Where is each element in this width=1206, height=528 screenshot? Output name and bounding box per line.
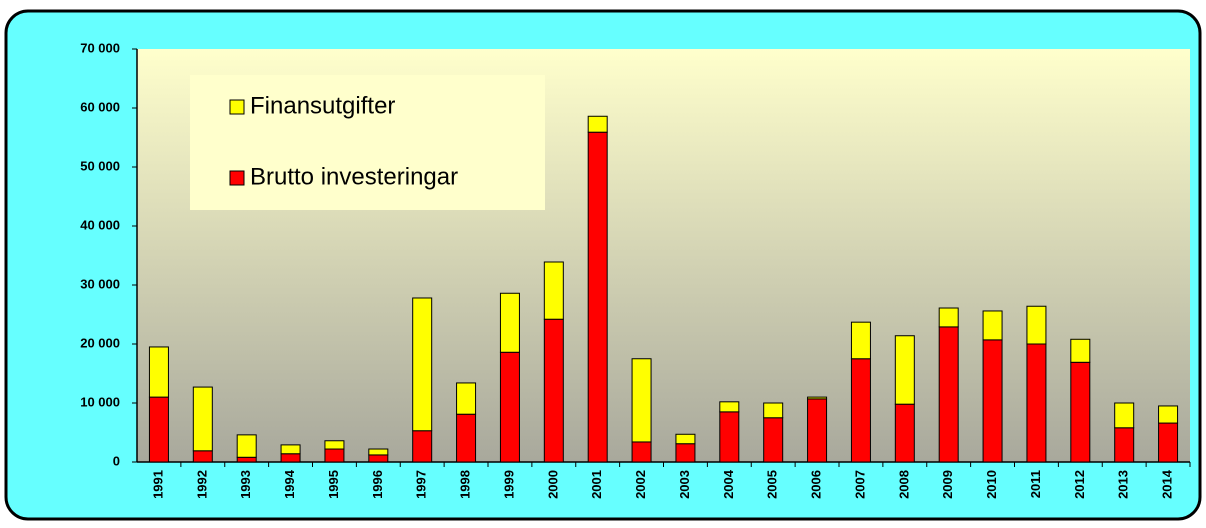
bar-segment bbox=[675, 443, 696, 463]
y-tick-label: 40 000 bbox=[80, 217, 120, 232]
x-tick-label: 2006 bbox=[809, 470, 824, 499]
bar-segment bbox=[631, 441, 652, 463]
bar-segment bbox=[631, 358, 652, 443]
bar-segment bbox=[148, 396, 169, 463]
bar-segment bbox=[280, 453, 301, 463]
x-tick-label: 1998 bbox=[458, 470, 473, 499]
bar-segment bbox=[236, 456, 257, 463]
bar-segment bbox=[1158, 405, 1179, 424]
bar-segment bbox=[982, 310, 1003, 341]
bar-segment bbox=[324, 448, 345, 463]
y-tick-label: 70 000 bbox=[80, 40, 120, 55]
x-tick-label: 2007 bbox=[852, 470, 867, 499]
x-tick-label: 1994 bbox=[282, 469, 297, 499]
x-tick-label: 1995 bbox=[326, 470, 341, 499]
x-tick-label: 2008 bbox=[896, 470, 911, 499]
bar-segment bbox=[456, 413, 477, 463]
bar-segment bbox=[368, 448, 389, 456]
x-tick-label: 2011 bbox=[1028, 470, 1043, 498]
bar-segment bbox=[148, 346, 169, 398]
bar-segment bbox=[850, 358, 871, 463]
bar-segment bbox=[1158, 422, 1179, 463]
y-tick-label: 0 bbox=[113, 453, 120, 468]
y-tick-label: 30 000 bbox=[80, 276, 120, 291]
bar-segment bbox=[456, 382, 477, 415]
bar-segment bbox=[850, 321, 871, 360]
bar-segment bbox=[236, 434, 257, 458]
x-tick-label: 2009 bbox=[940, 470, 955, 499]
bar-segment bbox=[192, 386, 213, 452]
bar-segment bbox=[675, 433, 696, 445]
x-tick-label: 1997 bbox=[414, 470, 429, 499]
bar-segment bbox=[499, 351, 520, 463]
bar-segment bbox=[763, 402, 784, 419]
x-tick-label: 2000 bbox=[545, 470, 560, 499]
legend bbox=[190, 75, 545, 210]
bar-segment bbox=[807, 398, 828, 463]
bar-segment bbox=[324, 440, 345, 450]
legend-swatch bbox=[229, 99, 245, 115]
bar-segment bbox=[192, 450, 213, 463]
bar-segment bbox=[587, 131, 608, 463]
bar-segment bbox=[763, 417, 784, 463]
legend-label: Brutto investeringar bbox=[250, 163, 458, 190]
x-tick-label: 2010 bbox=[984, 470, 999, 499]
y-tick-label: 60 000 bbox=[80, 99, 120, 114]
bar-segment bbox=[543, 261, 564, 320]
x-tick-label: 1996 bbox=[370, 470, 385, 499]
bar-segment bbox=[1070, 361, 1091, 463]
bar-segment bbox=[1026, 343, 1047, 463]
bar-segment bbox=[807, 396, 828, 400]
x-tick-label: 2012 bbox=[1072, 470, 1087, 499]
bar-segment bbox=[894, 335, 915, 405]
bar-segment bbox=[719, 411, 740, 463]
y-tick-label: 50 000 bbox=[80, 158, 120, 173]
x-tick-label: 2014 bbox=[1160, 469, 1175, 499]
bar-segment bbox=[1114, 402, 1135, 429]
bar-segment bbox=[412, 430, 433, 463]
bar-segment bbox=[543, 318, 564, 463]
bar-segment bbox=[719, 401, 740, 413]
bar-segment bbox=[280, 444, 301, 455]
y-tick-label: 20 000 bbox=[80, 335, 120, 350]
bar-segment bbox=[938, 326, 959, 463]
x-tick-label: 2004 bbox=[721, 469, 736, 499]
x-tick-label: 1999 bbox=[501, 470, 516, 499]
bar-segment bbox=[1114, 427, 1135, 463]
x-tick-label: 1991 bbox=[150, 470, 165, 499]
x-tick-label: 2005 bbox=[765, 470, 780, 499]
x-tick-label: 2013 bbox=[1116, 470, 1131, 499]
bar-segment bbox=[499, 292, 520, 353]
bar-segment bbox=[412, 297, 433, 432]
legend-label: Finansutgifter bbox=[250, 92, 395, 119]
x-tick-label: 2003 bbox=[677, 470, 692, 499]
bar-segment bbox=[1070, 338, 1091, 363]
bar-segment bbox=[938, 307, 959, 328]
bar-segment bbox=[368, 454, 389, 463]
legend-swatch bbox=[229, 170, 245, 186]
x-tick-label: 1993 bbox=[238, 470, 253, 499]
x-tick-label: 2001 bbox=[589, 470, 604, 499]
x-tick-label: 2002 bbox=[633, 470, 648, 499]
y-tick-label: 10 000 bbox=[80, 394, 120, 409]
x-tick-label: 1992 bbox=[194, 470, 209, 499]
bar-segment bbox=[894, 403, 915, 463]
bar-segment bbox=[587, 115, 608, 133]
bar-segment bbox=[982, 339, 1003, 463]
bar-segment bbox=[1026, 305, 1047, 345]
